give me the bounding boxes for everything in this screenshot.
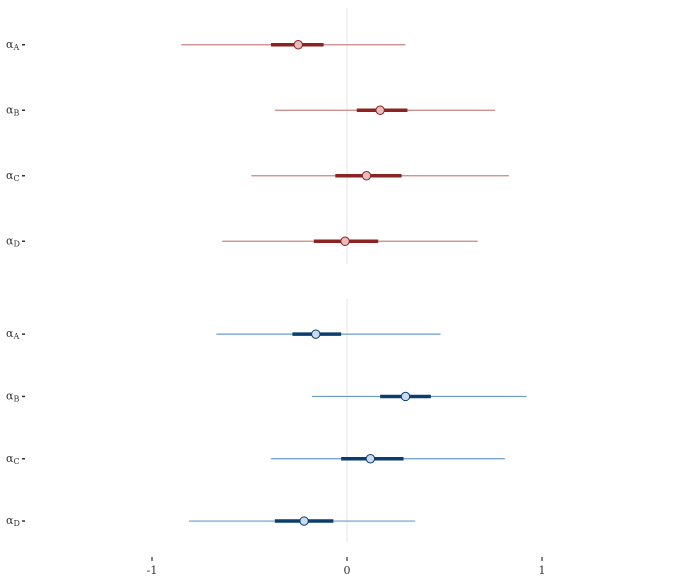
y-tick-label: αD bbox=[6, 234, 20, 248]
point-estimate bbox=[293, 40, 303, 50]
y-tick-label-subscript: A bbox=[12, 332, 19, 341]
x-tick-label: -1 bbox=[147, 564, 158, 577]
x-tick-label: 0 bbox=[344, 564, 351, 577]
y-tick-label-subscript: B bbox=[13, 108, 19, 117]
point-estimate bbox=[365, 454, 376, 464]
y-tick-label: αB bbox=[6, 389, 19, 403]
y-tick-label-subscript: D bbox=[13, 239, 19, 248]
x-tick-label: 1 bbox=[539, 564, 546, 577]
point-estimate bbox=[361, 171, 372, 181]
point-estimate bbox=[299, 516, 309, 526]
y-tick-label: αC bbox=[6, 169, 20, 183]
y-tick-label-subscript: A bbox=[12, 43, 19, 52]
y-tick-label: αA bbox=[6, 327, 19, 341]
y-tick-label-subscript: C bbox=[13, 174, 19, 183]
point-estimate bbox=[375, 105, 385, 115]
y-tick-label: αD bbox=[6, 514, 20, 528]
y-tick-label: αB bbox=[6, 103, 19, 117]
point-estimate bbox=[340, 236, 350, 246]
y-tick-label-subscript: B bbox=[13, 394, 19, 403]
point-estimate bbox=[400, 391, 411, 402]
y-tick-label-subscript: D bbox=[13, 519, 19, 528]
point-estimate bbox=[311, 329, 321, 339]
y-tick-label-subscript: C bbox=[13, 457, 19, 466]
y-tick-label: αA bbox=[6, 38, 19, 52]
y-tick-label: αC bbox=[6, 452, 20, 466]
